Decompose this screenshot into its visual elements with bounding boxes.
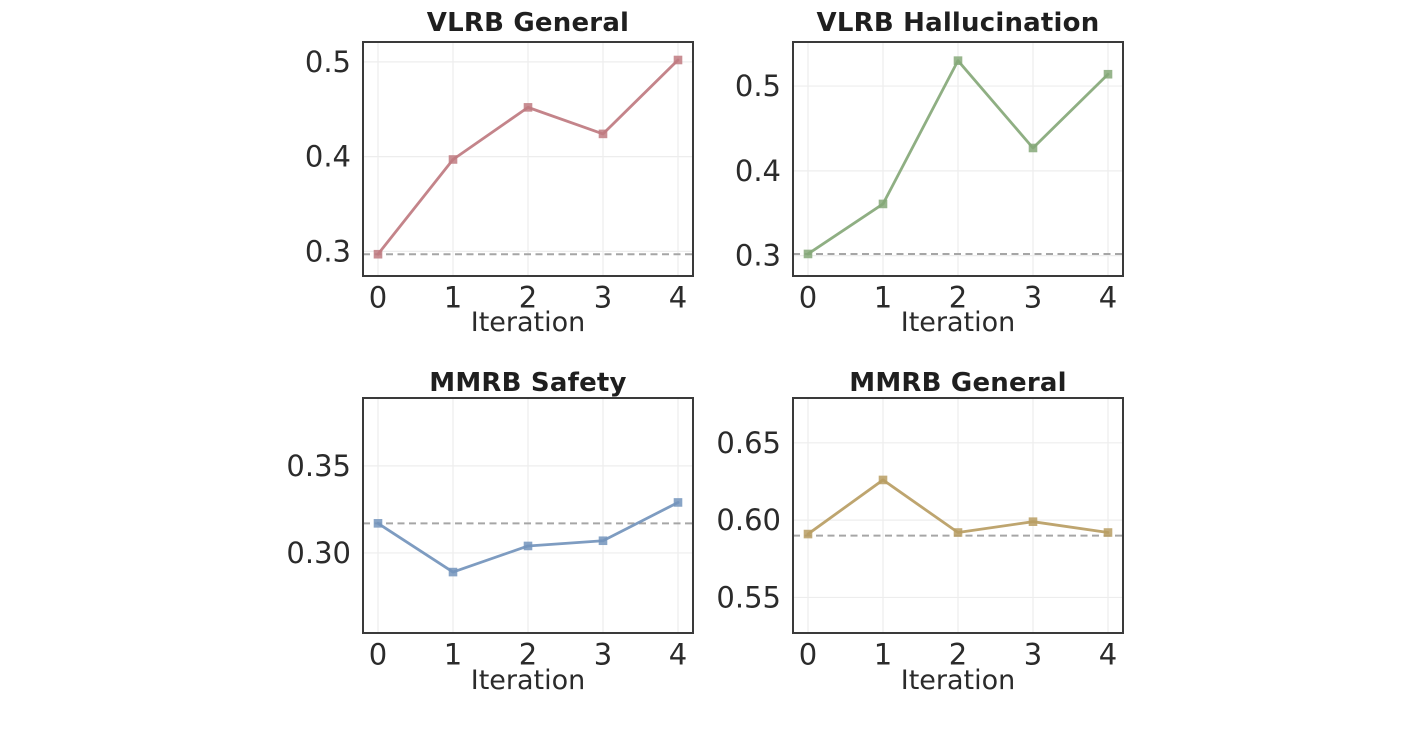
data-marker — [373, 519, 383, 528]
y-tick-label: 0.5 — [305, 45, 351, 79]
data-marker — [953, 56, 963, 65]
x-tick-label: 3 — [1024, 638, 1042, 672]
data-marker — [523, 103, 533, 112]
x-tick-label: 4 — [669, 281, 687, 315]
y-tick-label: 0.4 — [305, 140, 351, 174]
data-marker — [598, 129, 608, 139]
x-tick-label: 4 — [1099, 638, 1117, 672]
line-plot: 0 1 2 3 4 0.30 0.35 — [286, 397, 694, 672]
chart-title: MMRB General — [849, 368, 1067, 398]
data-marker — [523, 541, 533, 551]
y-tick-label: 0.55 — [716, 580, 781, 614]
chart-title: VLRB General — [426, 8, 630, 38]
x-tick-label: 1 — [444, 638, 462, 672]
x-tick-label: 3 — [594, 281, 612, 315]
chart-title: VLRB Hallucination — [816, 8, 1100, 38]
x-tick-label: 0 — [369, 281, 387, 315]
chart-mmrb-general: MMRB General 0 1 2 3 4 0.55 0.60 0.65 Iteration — [710, 358, 1140, 706]
data-marker — [448, 567, 458, 577]
data-marker — [673, 498, 683, 507]
x-axis-label: Iteration — [900, 665, 1016, 696]
x-tick-label: 2 — [519, 281, 537, 315]
data-marker — [953, 528, 963, 537]
x-tick-label: 0 — [799, 638, 817, 672]
chart-mmrb-safety: MMRB Safety 0 1 2 3 4 0.30 0.35 Iteration — [280, 358, 710, 706]
x-tick-label: 1 — [444, 281, 462, 315]
line-plot: 0 1 2 3 4 0.3 0.4 0.5 — [305, 41, 694, 315]
x-tick-label: 3 — [1024, 281, 1042, 315]
x-tick-label: 4 — [1099, 281, 1117, 315]
data-marker — [448, 155, 458, 164]
axes-spines — [792, 397, 1124, 634]
axes-spines — [792, 41, 1124, 277]
y-tick-label: 0.5 — [735, 69, 781, 103]
line-plot: 0 1 2 3 4 0.3 0.4 0.5 — [735, 41, 1124, 315]
y-tick-label: 0.3 — [305, 234, 351, 268]
x-tick-label: 3 — [594, 638, 612, 672]
line-plot: 0 1 2 3 4 0.55 0.60 0.65 — [716, 397, 1124, 672]
x-axis-label: Iteration — [470, 665, 586, 696]
chart-vlrb-general: VLRB General 0 1 2 3 4 0.3 0.4 0.5 Iteration — [280, 0, 710, 348]
x-tick-label: 0 — [799, 281, 817, 315]
axes-spines — [362, 41, 694, 277]
data-marker — [1028, 143, 1038, 153]
data-marker — [1028, 517, 1038, 526]
x-tick-label: 1 — [874, 281, 892, 315]
y-tick-label: 0.3 — [735, 239, 781, 273]
chart-title: MMRB Safety — [429, 368, 627, 398]
y-tick-label: 0.30 — [286, 536, 351, 570]
y-tick-label: 0.4 — [735, 154, 781, 188]
data-marker — [878, 475, 888, 485]
data-marker — [1103, 528, 1113, 537]
x-axis-label: Iteration — [900, 307, 1016, 338]
chart-vlrb-hallucination: VLRB Hallucination 0 1 2 3 4 0.3 0.4 0.5 Iterat… — [710, 0, 1140, 348]
data-marker — [373, 249, 383, 259]
data-marker — [803, 249, 813, 259]
x-tick-label: 1 — [874, 638, 892, 672]
data-marker — [1103, 69, 1113, 79]
data-marker — [673, 55, 683, 65]
axes-spines — [362, 397, 694, 634]
y-tick-label: 0.65 — [716, 426, 781, 460]
x-tick-label: 2 — [949, 281, 967, 315]
x-tick-label: 2 — [949, 638, 967, 672]
data-marker — [878, 199, 888, 209]
y-tick-label: 0.35 — [286, 449, 351, 483]
y-tick-label: 0.60 — [716, 503, 781, 537]
x-tick-label: 2 — [519, 638, 537, 672]
x-tick-label: 0 — [369, 638, 387, 672]
x-tick-label: 4 — [669, 638, 687, 672]
data-marker — [598, 536, 608, 546]
x-axis-label: Iteration — [470, 307, 586, 338]
data-marker — [803, 529, 813, 539]
